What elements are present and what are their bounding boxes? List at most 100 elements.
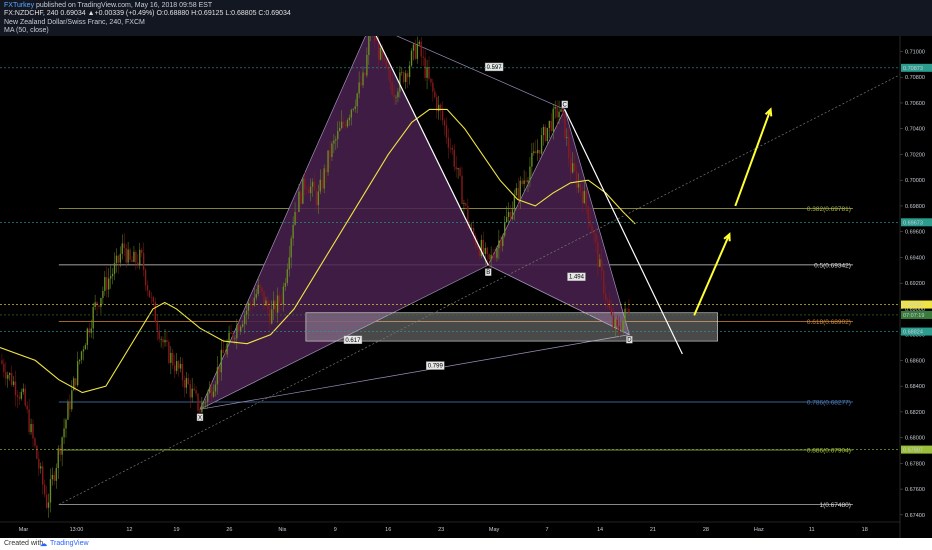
candle-body: [628, 309, 630, 313]
candle-body: [577, 183, 580, 188]
candle-body: [43, 484, 46, 495]
candle-body: [439, 104, 442, 111]
candle-body: [519, 180, 521, 200]
candle-body: [393, 94, 395, 98]
price-badge: [901, 310, 932, 319]
candle-body: [509, 211, 512, 220]
indicator-name[interactable]: MA (50, close): [4, 27, 49, 34]
moving-average-50: [0, 108, 636, 394]
candle-body: [558, 111, 560, 118]
fib-label: 0.618(0.68902): [807, 319, 851, 326]
candle-body: [453, 149, 455, 167]
candle-body: [315, 190, 318, 206]
candle-body: [593, 233, 595, 234]
trendlines: [58, 24, 932, 505]
candle-body: [92, 307, 94, 329]
publish-line: FXTurkey published on TradingView.com, M…: [4, 2, 212, 9]
publisher-name[interactable]: FXTurkey: [4, 2, 35, 9]
candle-body: [185, 378, 188, 388]
candle-body: [306, 188, 308, 190]
tradingview-brand[interactable]: TradingView: [50, 540, 89, 547]
x-tick-label: 14: [597, 527, 603, 533]
candle-body: [160, 338, 162, 340]
candle-body: [247, 303, 250, 311]
candle-body: [313, 181, 316, 191]
candle-body: [42, 466, 44, 485]
candle-body: [546, 127, 549, 142]
candle-body: [595, 233, 597, 242]
candle-body: [465, 203, 467, 206]
x-tick-label: 18: [862, 527, 868, 533]
candle-body: [73, 378, 75, 391]
y-tick-label: 0.67400: [905, 513, 925, 519]
price-badge-label: 07:07:19: [903, 313, 924, 319]
candle-body: [364, 72, 366, 76]
candle-body: [507, 211, 510, 217]
candle-body: [585, 191, 587, 207]
candle-body: [55, 467, 57, 481]
candle-body: [307, 189, 310, 194]
candle-body: [414, 44, 417, 59]
candle-body: [150, 297, 153, 298]
candle-body: [436, 97, 438, 112]
candle-body: [59, 448, 61, 455]
tradingview-logo-icon: ☁: [40, 541, 47, 548]
candle-body: [298, 191, 300, 213]
candle-body: [28, 409, 30, 433]
candle-body: [179, 363, 182, 369]
candle-body: [230, 332, 232, 334]
candle-body: [583, 191, 585, 204]
candle-body: [459, 168, 461, 176]
candle-body: [96, 302, 98, 306]
ratio-label-box: [484, 62, 504, 72]
candle-body: [449, 147, 452, 149]
candle-body: [282, 286, 285, 305]
candle-body: [622, 320, 624, 332]
candle-body: [486, 248, 488, 255]
price-axis[interactable]: 0.714000.712000.710000.708000.706000.704…: [0, 0, 932, 538]
candle-body: [123, 243, 125, 249]
candle-body: [482, 239, 485, 254]
price-chart[interactable]: 0(0.71204)0.382(0.69781)0.5(0.69342)0.61…: [0, 0, 932, 538]
price-badge: [901, 300, 932, 309]
candle-body: [9, 373, 11, 375]
candle-body: [339, 128, 341, 132]
candle-body: [86, 328, 89, 345]
trendline: [58, 57, 932, 505]
candle-body: [127, 249, 129, 263]
candle-body: [556, 106, 558, 118]
candle-body: [480, 239, 483, 257]
candle-body: [104, 277, 106, 291]
time-axis[interactable]: Mar 13:00 12 19 26 Nis 9 16 23 May 7 14 21 28 Haz 11 18: [0, 521, 900, 533]
candle-body: [183, 380, 186, 388]
candle-body: [566, 137, 568, 139]
point-label: B: [486, 270, 490, 276]
price-badge: [901, 218, 932, 227]
candle-body: [505, 216, 508, 223]
candle-body: [302, 178, 304, 204]
candle-body: [16, 395, 19, 397]
candle-body: [220, 349, 222, 373]
y-tick-label: 0.70000: [905, 178, 925, 184]
y-tick-label: 0.70600: [905, 101, 925, 107]
candle-body: [573, 163, 576, 172]
candle-body: [201, 403, 203, 413]
candle-body: [181, 363, 184, 381]
candle-body: [500, 240, 502, 247]
y-tick-label: 0.68600: [905, 358, 925, 364]
candle-body: [597, 241, 599, 267]
candle-body: [472, 228, 475, 236]
x-tick-label: 19: [173, 527, 179, 533]
price-badge-label: 0.68824: [903, 330, 923, 336]
candle-body: [428, 67, 430, 79]
y-tick-label: 0.69200: [905, 281, 925, 287]
candle-body: [38, 458, 40, 469]
candle-body: [445, 125, 448, 138]
y-tick-label: 0.68200: [905, 410, 925, 416]
point-label-box: [485, 268, 492, 276]
candle-body: [133, 251, 135, 262]
candle-body: [208, 386, 211, 393]
candle-body: [296, 211, 298, 213]
bd-line: [488, 264, 630, 335]
reversal-zone-box: [305, 312, 718, 342]
